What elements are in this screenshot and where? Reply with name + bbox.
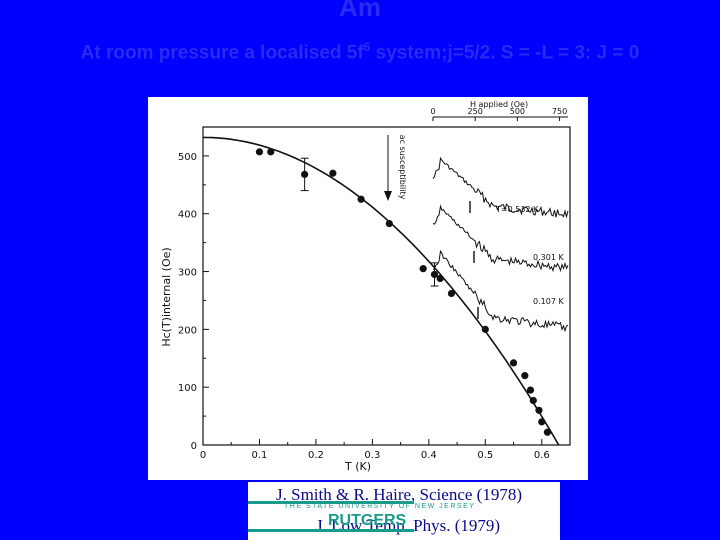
inset-tick-label: 250 <box>468 107 483 116</box>
data-points-layer <box>255 148 552 436</box>
axes: 0 0.1 0.2 0.3 0.4 0.5 0.6 0 100 200 300 400 500 <box>178 126 571 461</box>
divider-line <box>248 501 414 504</box>
data-point <box>419 265 427 273</box>
reference-citation-1: J. Smith & R. Haire, Science (1978) <box>248 482 560 512</box>
inset-top-axis-label: H applied (Oe) <box>470 100 528 109</box>
data-point <box>385 219 393 228</box>
subtitle-text: At room pressure a localised 5f <box>80 42 364 64</box>
data-point <box>255 148 264 156</box>
data-point <box>526 386 535 394</box>
plot-frame <box>202 126 571 446</box>
data-point <box>447 289 456 298</box>
subtitle-superscript: 6 <box>363 40 371 54</box>
inset-trace <box>432 204 569 273</box>
x-tick-label: 0.4 <box>421 450 437 461</box>
inset-side-label: ac susceptibility <box>398 135 407 200</box>
data-point <box>529 396 537 405</box>
subtitle-text-end: system;j=5/2. S = -L = 3: J = 0 <box>370 42 640 64</box>
fit-curve-layer <box>202 136 560 446</box>
x-tick-label: 0.2 <box>308 450 324 461</box>
inset-trace-label: 0.107 K <box>533 297 564 306</box>
data-point <box>538 418 546 426</box>
y-axis-label: Hc(T)internal (Oe) <box>160 247 173 346</box>
y-tick-label: 400 <box>178 210 197 221</box>
inset-trace <box>432 156 569 219</box>
x-tick-label: 0.5 <box>477 450 493 461</box>
x-tick-label: 0 <box>200 450 206 461</box>
inset-layer: 0 250 500 750 <box>384 107 569 333</box>
data-point <box>357 195 365 203</box>
scatter-plot: 0 0.1 0.2 0.3 0.4 0.5 0.6 0 100 200 300 400 500 0 250… <box>160 100 571 473</box>
data-point <box>509 359 518 367</box>
data-point <box>535 406 543 414</box>
inset-trace <box>432 249 569 333</box>
inset-trace-label: 0.301 K <box>533 253 564 262</box>
y-tick-label: 0 <box>191 441 197 452</box>
data-point <box>543 428 552 436</box>
y-tick-label: 300 <box>178 268 197 279</box>
data-point <box>436 274 444 283</box>
inset-tick-label: 500 <box>510 107 525 116</box>
x-axis-label: T (K) <box>344 460 371 473</box>
inset-tick-label: 750 <box>552 107 567 116</box>
data-point <box>267 148 275 156</box>
chart-figure: 0 0.1 0.2 0.3 0.4 0.5 0.6 0 100 200 300 400 500 0 250… <box>148 97 588 480</box>
university-name: THE STATE UNIVERSITY OF NEW JERSEY <box>284 503 476 510</box>
inset-trace-label: T=0.532 K <box>495 205 539 214</box>
inset-tick-label: 0 <box>430 107 435 116</box>
y-tick-label: 100 <box>178 383 197 394</box>
rutgers-logo: RUTGERS <box>328 512 407 529</box>
x-tick-label: 0.6 <box>534 450 550 461</box>
y-tick-label: 200 <box>178 325 197 336</box>
arrow-head-icon <box>384 191 392 201</box>
reference-citation-2: J. Low Temp. Phys. (1979) <box>248 512 560 540</box>
divider-line <box>248 529 414 532</box>
slide-title: Am <box>339 0 381 22</box>
x-tick-label: 0.1 <box>252 450 268 461</box>
data-point <box>329 169 337 177</box>
data-point <box>481 325 489 333</box>
x-tick-label: 0.3 <box>364 450 380 461</box>
fit-curve <box>202 136 560 446</box>
y-tick-label: 500 <box>178 152 197 163</box>
slide-subtitle: At room pressure a localised 5f6 system;… <box>0 40 720 64</box>
data-point <box>521 372 529 380</box>
